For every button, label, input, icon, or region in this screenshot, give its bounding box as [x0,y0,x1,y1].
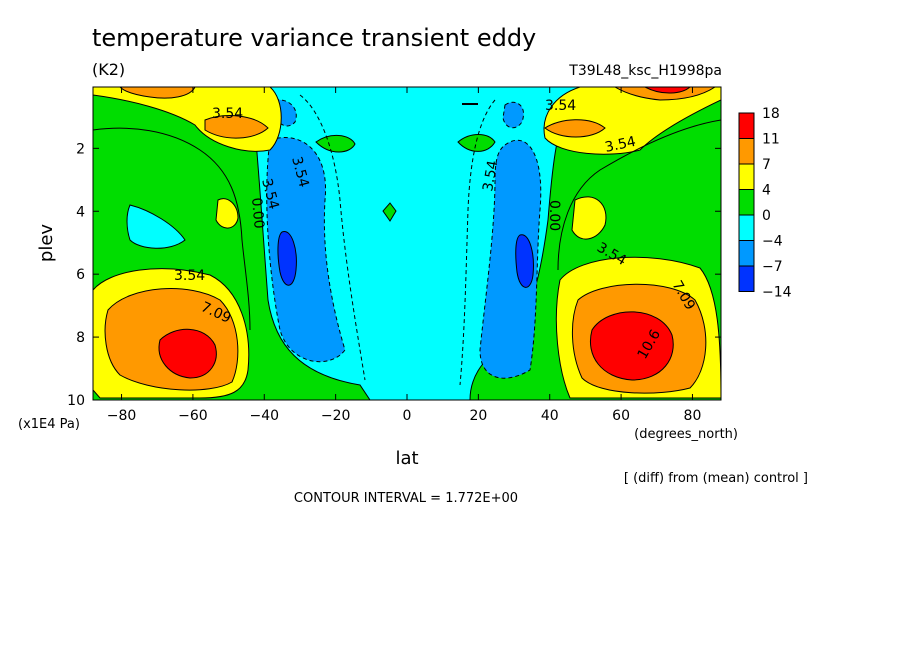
contour-label: 3.54 [174,268,205,284]
nh-top-orange-2 [614,87,716,101]
contour-label: 0.00 [546,200,562,231]
green-island-2 [457,134,496,152]
sh-low-red [158,328,217,379]
y-units-label: (x1E4 Pa) [18,417,80,432]
x-tick-label: −40 [249,408,279,424]
colorbar-label: 18 [762,106,780,122]
colorbar-label: −14 [762,285,792,301]
colorbar-box [738,189,755,216]
x-tick-label: 80 [684,408,702,424]
x-tick-label: 40 [541,408,559,424]
sh-top-orange-2 [119,87,196,99]
colorbar-label: −4 [762,234,783,250]
contour-line-4 [459,99,496,386]
contour-label: 3.54 [212,106,243,122]
x-tick-label: −20 [321,408,351,424]
contour-line-2 [557,119,721,271]
cyan-pool-sh [126,204,186,249]
blue-min-south [266,137,346,363]
colorbar: 18 11 7 4 0 −4 −7 −14 [738,106,792,301]
run-label: T39L48_ksc_H1998pa [568,63,722,79]
deep-blue-north [515,234,534,288]
blue-top-north [502,101,524,129]
contour-line-3 [299,94,366,381]
colorbar-box [738,138,755,165]
nh-low-red [590,311,674,381]
contour-label: 0.00 [248,197,267,229]
colorbar-box [738,240,755,267]
x-tick-label: 60 [612,408,630,424]
diff-note: [ (diff) from (mean) control ] [624,471,808,486]
x-units-label: (degrees_north) [634,427,738,442]
colorbar-box [738,214,755,241]
yellow-lobe-sh [215,198,239,229]
y-tick-label: 4 [76,204,85,220]
contour-label: 3.54 [604,134,638,156]
y-tick-label: 10 [67,393,85,409]
colorbar-box [738,163,755,190]
contour-label: 3.54 [545,98,576,114]
plot-area [93,87,721,400]
colorbar-label: 11 [762,132,780,148]
y-tick-label: 8 [76,330,85,346]
x-tick-label: −80 [107,408,137,424]
colorbar-box [738,112,755,139]
nh-top-orange [544,119,606,138]
x-tick-label: 20 [469,408,487,424]
colorbar-label: 4 [762,183,771,199]
green-island-1 [315,135,356,153]
yellow-lobe-nh [571,196,607,240]
deep-blue-south [277,231,297,286]
green-island-3 [382,202,397,222]
x-tick-label: 0 [403,408,412,424]
colorbar-label: −7 [762,259,783,275]
units-label: (K2) [92,60,125,79]
y-tick-label: 2 [76,141,85,157]
contour-label: 3.54 [258,177,282,211]
colorbar-label: 0 [762,208,771,224]
sh-top-orange [204,115,269,139]
colorbar-box [738,265,755,292]
contour-label: 3.54 [480,159,501,193]
y-tick-label: 6 [76,267,85,283]
blue-min-north [479,139,542,379]
contour-interval: CONTOUR INTERVAL = 1.772E+00 [294,491,518,506]
nh-top-yellow [543,87,721,155]
chart-title: temperature variance transient eddy [92,24,536,52]
x-axis-title: lat [395,448,418,469]
y-axis: 2 4 6 8 10 [67,141,721,409]
contour-line-1 [93,127,251,331]
x-tick-label: −60 [178,408,208,424]
x-axis: −80 −60 −40 −20 0 20 40 60 80 [107,87,702,424]
colorbar-label: 7 [762,157,771,173]
y-axis-title: plev [36,224,57,263]
contour-label: 3.54 [288,155,312,189]
